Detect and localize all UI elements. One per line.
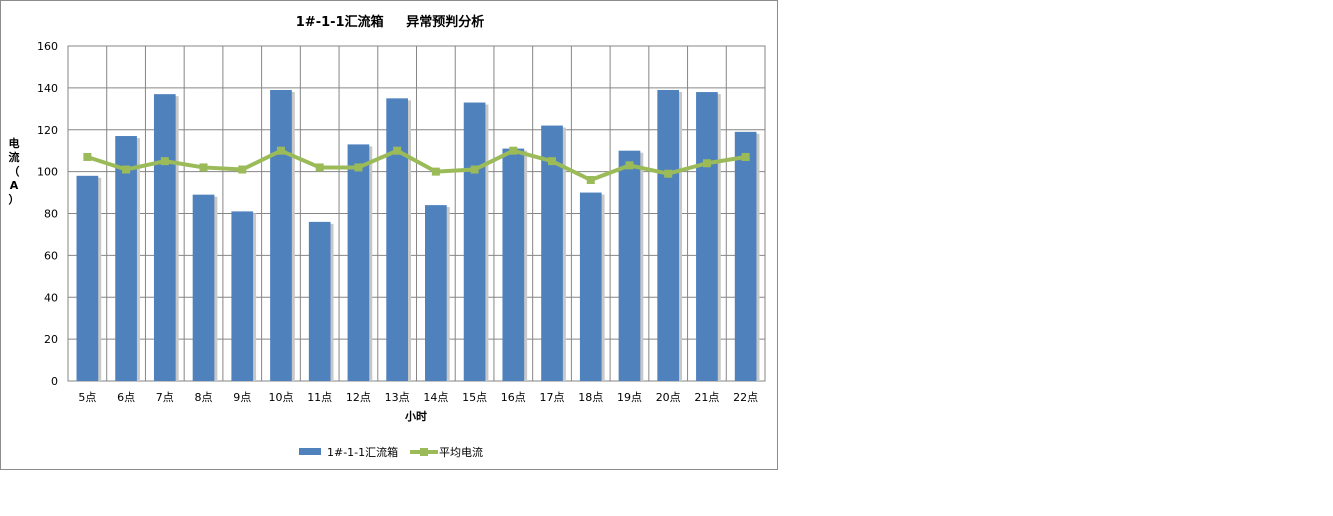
tick-layer: 0 20 40 60 80 100 120 140 160 5点 6点 7点 8点 9点 10点 11点 12点…	[37, 40, 758, 404]
y-axis-label-char: 流	[9, 150, 20, 164]
y-axis-label-text: 电流（ A）	[9, 136, 20, 206]
chart-svg: 1#-1-1汇流箱 异常预判分析 0 20 40 60 80 100 120 140 160 5点…	[9, 14, 766, 459]
chart-title: 1#-1-1汇流箱 异常预判分析	[296, 14, 484, 30]
x-tick-label: 18点	[578, 391, 603, 404]
bar	[347, 144, 370, 381]
line-point	[122, 165, 131, 174]
bar	[308, 221, 331, 381]
x-tick-label: 11点	[307, 391, 332, 404]
y-axis-label-char: A	[10, 179, 19, 192]
bar	[192, 194, 215, 381]
line-point	[354, 163, 363, 172]
y-tick-label: 120	[37, 124, 58, 137]
x-tick-label: 15点	[462, 391, 487, 404]
line-point	[199, 163, 208, 172]
bar	[115, 136, 137, 381]
grid-layer	[67, 45, 766, 382]
line-point	[548, 157, 557, 166]
bar	[153, 94, 176, 381]
average-line	[86, 148, 746, 182]
bar	[696, 92, 718, 381]
x-tick-label: 16点	[501, 391, 526, 404]
bar	[463, 102, 486, 381]
bar	[657, 89, 680, 381]
x-tick-label: 10点	[268, 391, 293, 404]
bar	[76, 175, 99, 381]
bar	[386, 98, 408, 381]
legend: 1#-1-1汇流箱 平均电流	[299, 445, 483, 459]
bar	[579, 192, 602, 381]
line-point	[509, 146, 518, 155]
y-axis-label: 电流（ A）	[9, 136, 20, 206]
y-tick-label: 80	[44, 208, 58, 221]
bar	[425, 205, 447, 381]
x-axis-label: 小时	[404, 409, 427, 423]
bar	[270, 89, 292, 381]
y-tick-label: 20	[44, 333, 58, 346]
x-tick-label: 8点	[195, 391, 213, 404]
y-tick-label: 0	[51, 375, 58, 388]
y-tick-label: 160	[37, 40, 58, 53]
line-point	[470, 165, 479, 174]
y-axis-label-char: ）	[9, 193, 20, 206]
bar	[541, 125, 563, 381]
legend-bar-swatch	[299, 448, 321, 455]
x-tick-label: 14点	[423, 391, 448, 404]
line-point	[393, 146, 402, 155]
line-layer	[83, 146, 750, 184]
bar	[502, 148, 525, 381]
x-tick-label: 7点	[156, 391, 174, 404]
x-tick-label: 13点	[385, 391, 410, 404]
y-tick-label: 140	[37, 82, 58, 95]
y-tick-label: 100	[37, 166, 58, 179]
x-tick-label: 5点	[78, 391, 96, 404]
bar	[618, 150, 641, 381]
y-axis-label-char: 电	[9, 136, 20, 150]
line-point	[160, 157, 169, 166]
x-tick-label: 20点	[656, 391, 681, 404]
legend-line-label: 平均电流	[439, 445, 483, 459]
legend-bar-label: 1#-1-1汇流箱	[327, 445, 398, 459]
chart-frame: 1#-1-1汇流箱 异常预判分析 0 20 40 60 80 100 120 140 160 5点…	[0, 0, 778, 470]
line-point	[664, 169, 673, 178]
legend-line-marker	[420, 448, 428, 456]
x-tick-label: 21点	[694, 391, 719, 404]
line-point	[238, 165, 247, 174]
line-point	[741, 152, 750, 161]
x-tick-label: 9点	[233, 391, 251, 404]
line-point	[83, 152, 92, 161]
y-tick-label: 60	[44, 249, 58, 262]
line-point	[586, 176, 595, 184]
bar-layer	[76, 89, 760, 381]
x-tick-label: 17点	[540, 391, 565, 404]
x-tick-label: 22点	[733, 391, 758, 404]
bar	[734, 131, 757, 381]
line-point	[625, 161, 634, 170]
x-tick-label: 6点	[117, 391, 135, 404]
line-point	[431, 167, 440, 176]
line-point	[702, 159, 711, 168]
x-tick-label: 19点	[617, 391, 642, 404]
line-point	[276, 146, 285, 155]
bar	[231, 211, 254, 381]
y-axis-label-char: （	[9, 165, 20, 178]
y-tick-label: 40	[44, 291, 58, 304]
line-point	[315, 163, 324, 172]
x-tick-label: 12点	[346, 391, 371, 404]
